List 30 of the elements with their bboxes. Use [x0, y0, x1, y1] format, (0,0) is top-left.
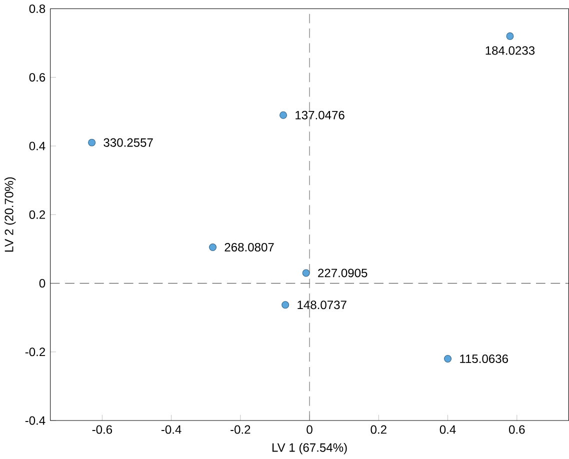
x-tick-label: -0.6: [92, 425, 112, 434]
point: [444, 355, 452, 363]
x-tick-label: 0: [306, 425, 312, 434]
x-tick-label: 0.4: [440, 425, 456, 434]
y-tick-label: 0.8: [29, 4, 46, 14]
point: [209, 244, 217, 252]
x-tick-label: 0.6: [508, 425, 525, 434]
annotation: 268.0807: [224, 243, 274, 252]
x-tick-label: -0.2: [230, 425, 250, 434]
x-tick-label: 0.2: [370, 425, 386, 434]
y-tick-label: 0.4: [29, 142, 46, 150]
x-tick-label: -0.4: [161, 425, 182, 434]
y-tick-label: -0.4: [25, 416, 46, 425]
y-tick-label: 0.2: [29, 210, 46, 220]
x-axis-title: LV 1 (67.54%): [272, 443, 347, 454]
annotation: 330.2557: [104, 138, 153, 148]
y-tick-label: -0.2: [25, 348, 46, 356]
annotation: 115.0636: [460, 354, 508, 364]
y-tick-label: 0.6: [29, 73, 46, 82]
point: [302, 269, 310, 277]
point: [88, 138, 96, 146]
y-axis-title: LV 2 (20.70%): [4, 178, 16, 252]
annotation: 227.0905: [318, 268, 368, 278]
point: [506, 32, 514, 40]
annotation: 148.0737: [298, 300, 346, 310]
annotation: 184.0233: [486, 46, 535, 55]
point: [282, 301, 290, 309]
point: [280, 112, 288, 120]
annotation: 137.0476: [296, 111, 344, 120]
y-tick-label: 0: [39, 279, 46, 288]
